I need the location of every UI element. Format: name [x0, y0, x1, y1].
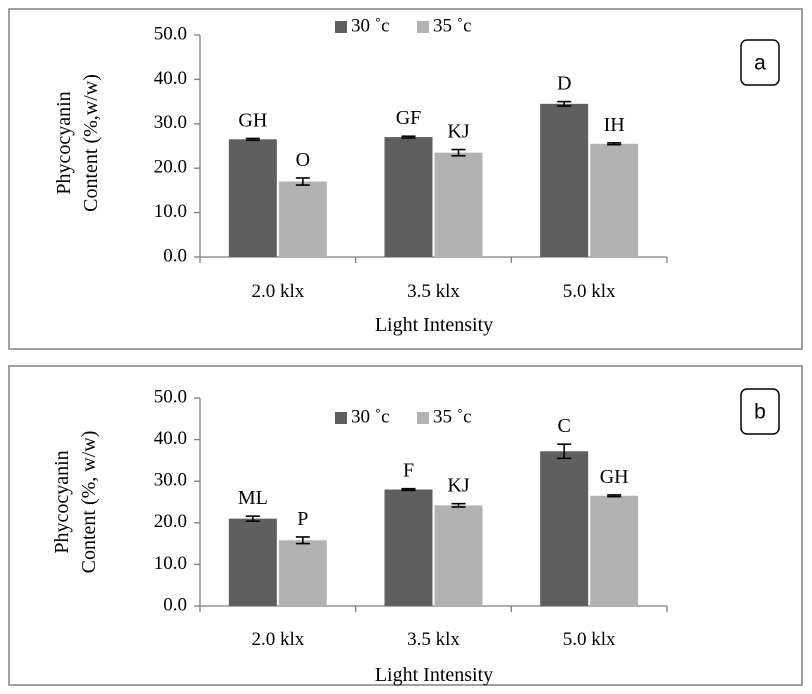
panel-b-badge: b: [740, 388, 780, 435]
panel-b-significance-label: C: [557, 415, 570, 437]
panel-b-bar: [278, 540, 327, 606]
panel-a-legend-label: 30 ˚c: [351, 15, 390, 36]
panel-b-badge-label: b: [754, 401, 766, 424]
panel-b-bar: [590, 495, 639, 606]
chart-panel-b: b Phycocyanin Content (%, w/w) Light Int…: [8, 365, 803, 686]
panel-a-legend-label: 35 ˚c: [433, 15, 472, 36]
panel-a-ytick-label: 50.0: [154, 23, 187, 44]
panel-b-ytick-label: 0.0: [163, 594, 187, 615]
panel-a-bar: [384, 137, 433, 257]
panel-b-legend-label: 35 ˚c: [433, 406, 472, 427]
panel-b-xtick-label: 2.0 klx: [251, 629, 304, 650]
panel-b-ytick-label: 40.0: [154, 428, 187, 449]
panel-b-bar: [228, 518, 277, 606]
panel-a-bar: [228, 139, 277, 257]
panel-a-significance-label: GF: [396, 107, 422, 129]
panel-b-significance-label: GH: [600, 466, 629, 488]
panel-a-significance-label: IH: [604, 114, 625, 136]
panel-a-significance-label: GH: [238, 109, 267, 131]
panel-b-ytick-label: 50.0: [154, 386, 187, 407]
panel-a-ylabel-line2: Content (%,w/w): [80, 74, 102, 212]
panel-a-badge-box: [740, 39, 780, 86]
panel-a-bar: [590, 143, 639, 257]
chart-panel-a: a Phycocyanin Content (%,w/w) Light Inte…: [8, 8, 803, 350]
panel-a-bar: [540, 103, 589, 257]
panel-a-bar: [278, 181, 327, 257]
panel-a-significance-label: O: [296, 149, 310, 171]
panel-a-xlabel: Light Intensity: [375, 314, 493, 336]
panel-a-legend-swatch: [417, 21, 429, 33]
panel-b-legend-swatch: [335, 412, 347, 424]
panel-b-ytick-label: 20.0: [154, 511, 187, 532]
panel-a-ytick-label: 0.0: [163, 245, 187, 266]
panel-a-xtick-label: 5.0 klx: [563, 281, 616, 302]
panel-a-ytick-label: 10.0: [154, 201, 187, 222]
panel-a-badge-label: a: [754, 52, 766, 75]
panel-a-badge: a: [740, 39, 780, 86]
panel-b-significance-label: P: [297, 508, 308, 530]
panel-a-ylabel-line1: Phycocyanin: [53, 91, 75, 194]
panel-b-xlabel: Light Intensity: [375, 664, 493, 686]
panel-b-ylabel-line2: Content (%, w/w): [78, 431, 100, 574]
panel-a-xtick-label: 3.5 klx: [407, 281, 460, 302]
panel-b-ytick-label: 10.0: [154, 553, 187, 574]
panel-b-significance-label: ML: [238, 487, 268, 509]
panel-b-significance-label: F: [403, 460, 414, 482]
panel-b-legend-swatch: [417, 412, 429, 424]
panel-b-badge-box: [740, 388, 780, 435]
panel-a-xtick-label: 2.0 klx: [251, 281, 304, 302]
panel-b-bar: [434, 505, 483, 606]
panel-a-ytick-label: 20.0: [154, 157, 187, 178]
panel-b-legend-label: 30 ˚c: [351, 406, 390, 427]
panel-a-ytick-label: 40.0: [154, 68, 187, 89]
panel-a-bar: [434, 152, 483, 257]
panel-b-xtick-label: 3.5 klx: [407, 629, 460, 650]
panel-a-legend-swatch: [335, 21, 347, 33]
panel-a-ytick-label: 30.0: [154, 112, 187, 133]
panel-b-bar: [540, 451, 589, 606]
panel-b-bar: [384, 489, 433, 606]
panel-a-significance-label: D: [557, 73, 571, 95]
panel-b-significance-label: KJ: [447, 475, 469, 497]
panel-b-ytick-label: 30.0: [154, 470, 187, 491]
panel-a-significance-label: KJ: [447, 121, 469, 143]
panel-b-ylabel-line1: Phycocyanin: [51, 450, 73, 553]
panel-b-xtick-label: 5.0 klx: [563, 629, 616, 650]
